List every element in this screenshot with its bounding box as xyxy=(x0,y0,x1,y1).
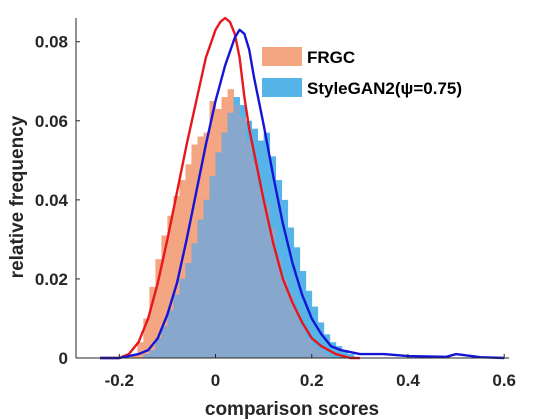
histogram-overlap-bar-22 xyxy=(263,203,271,358)
histogram-bar-stylegan2-26 xyxy=(299,271,307,358)
y-tick-label-3: 0.06 xyxy=(35,112,68,131)
histogram-overlap-bar-6 xyxy=(167,310,174,358)
histogram-bar-stylegan2-31 xyxy=(329,342,337,358)
legend-swatch-frgc xyxy=(262,47,302,66)
histogram-overlap-bar-26 xyxy=(287,294,295,358)
histogram-bar-stylegan2-30 xyxy=(323,334,331,358)
histogram-overlap-bar-17 xyxy=(233,104,240,358)
x-tick-label-0: -0.2 xyxy=(105,371,134,390)
y-tick-label-0: 0 xyxy=(59,349,68,368)
histogram-overlap-bar-5 xyxy=(161,326,168,358)
histogram-bar-stylegan2-32 xyxy=(335,346,343,358)
histogram-overlap-bar-15 xyxy=(221,132,228,358)
legend: FRGC StyleGAN2(ψ=0.75) xyxy=(262,47,462,98)
histogram-bar-frgc-7 xyxy=(173,195,180,358)
histogram-overlap-bar-11 xyxy=(197,219,204,358)
histogram-bar-frgc-9 xyxy=(185,164,192,358)
x-tick-label-4: 0.6 xyxy=(492,371,516,390)
histogram-overlap-bar-25 xyxy=(281,278,289,358)
histogram-bar-stylegan2-34 xyxy=(347,354,355,358)
histogram-overlap-bar-27 xyxy=(293,310,301,358)
y-tick-label-2: 0.04 xyxy=(35,191,69,210)
legend-label-stylegan2: StyleGAN2(ψ=0.75) xyxy=(307,79,462,98)
histogram-overlap-bar-9 xyxy=(185,263,192,358)
histogram-overlap-bar-7 xyxy=(173,294,180,358)
histogram-bar-stylegan2-29 xyxy=(317,322,325,358)
histogram-bar-stylegan2-27 xyxy=(305,290,313,358)
histogram-overlap-bar-30 xyxy=(311,346,319,358)
legend-label-frgc: FRGC xyxy=(307,48,355,67)
histogram-bar-stylegan2-25 xyxy=(293,247,301,358)
density-curves xyxy=(100,16,505,360)
histogram-overlap-bar-8 xyxy=(179,278,186,358)
y-axis-label: relative frequency xyxy=(7,115,28,278)
histogram-bars xyxy=(131,89,355,359)
histogram-overlap-bar-18 xyxy=(239,116,246,358)
histogram-bar-frgc-1 xyxy=(137,342,144,358)
histogram-bar-frgc-6 xyxy=(167,215,174,358)
x-tick-label-3: 0.4 xyxy=(396,371,420,390)
histogram-bar-frgc-4 xyxy=(155,259,162,358)
x-tick-label-2: 0.2 xyxy=(300,371,324,390)
y-tick-label-4: 0.08 xyxy=(35,33,68,52)
x-tick-label-1: 0 xyxy=(211,371,220,390)
histogram-overlap-bar-23 xyxy=(269,227,277,358)
histogram-overlap-bar-2 xyxy=(143,354,150,358)
histogram-bar-frgc-5 xyxy=(161,235,168,358)
histogram-overlap-bar-24 xyxy=(275,259,283,358)
legend-swatch-stylegan2 xyxy=(262,78,302,97)
histogram-overlap-bar-19 xyxy=(245,140,252,358)
histogram-overlap-bar-32 xyxy=(323,354,331,358)
histogram-bar-frgc-3 xyxy=(149,286,156,358)
histogram-overlap-bar-28 xyxy=(299,326,307,358)
density-curve-stylegan2 xyxy=(100,28,505,360)
histogram-bar-stylegan2-33 xyxy=(341,350,349,358)
histogram-overlap-bar-14 xyxy=(215,152,222,358)
histogram-overlap-bar-16 xyxy=(227,112,234,358)
histogram-bar-stylegan2-24 xyxy=(287,227,295,358)
histogram-overlap-bar-20 xyxy=(251,160,259,358)
histogram-overlap-bar-10 xyxy=(191,243,198,358)
y-tick-label-1: 0.02 xyxy=(35,270,68,289)
histogram-bar-frgc-2 xyxy=(143,318,150,358)
histogram-overlap-bar-29 xyxy=(305,338,313,358)
density-curve-frgc xyxy=(100,16,360,360)
axes: -0.2 0 0.2 0.4 0.6 0 0.02 0.04 0.06 0.08 xyxy=(35,18,516,390)
histogram-bar-stylegan2-28 xyxy=(311,306,319,358)
histogram-overlap-bar-12 xyxy=(203,199,210,358)
x-axis-label: comparison scores xyxy=(205,399,379,420)
histogram-bar-frgc-8 xyxy=(179,180,186,358)
histogram-overlap-bar-13 xyxy=(209,176,216,358)
histogram-overlap-bar-3 xyxy=(149,350,156,358)
histogram-overlap-bar-31 xyxy=(317,350,325,358)
histogram-overlap-bar-21 xyxy=(257,188,265,358)
histogram-overlap-bar-4 xyxy=(155,338,162,358)
